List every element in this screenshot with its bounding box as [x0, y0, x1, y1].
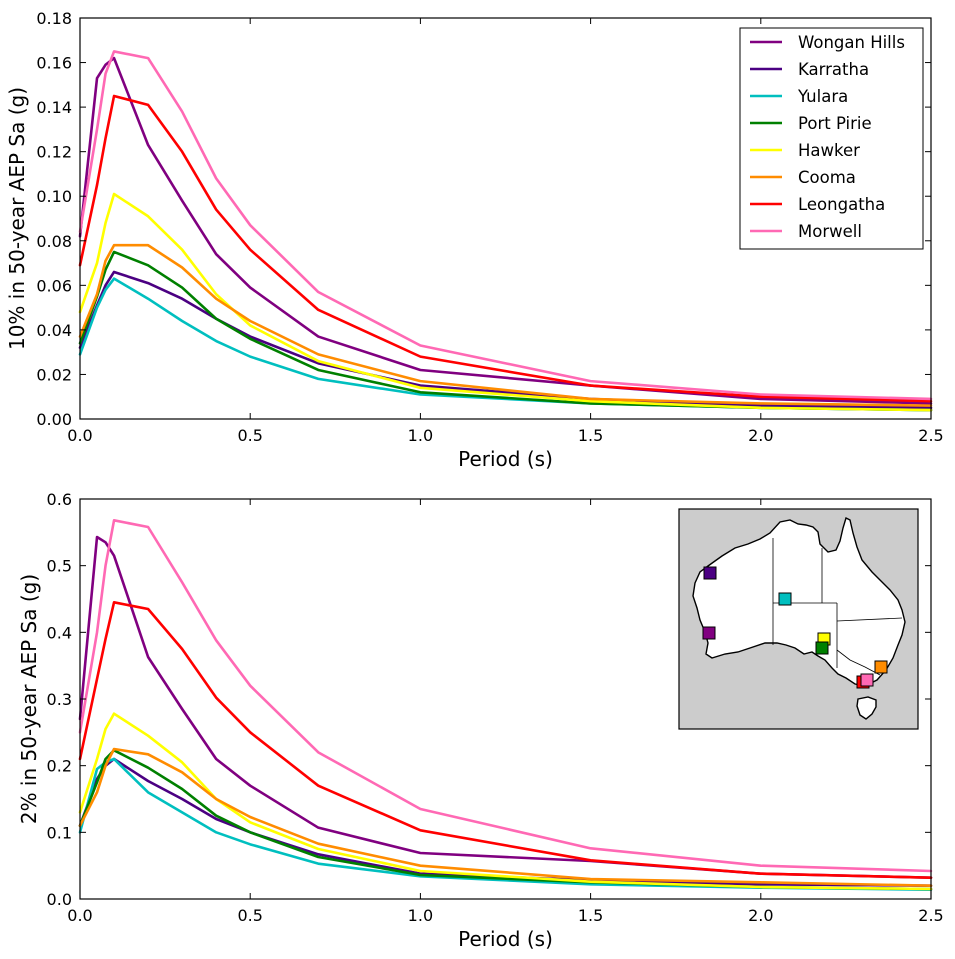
- x-tick-label: 2.0: [748, 906, 773, 925]
- legend-item-label: Leongatha: [798, 195, 885, 214]
- y-tick-label: 0.02: [36, 365, 72, 384]
- y-tick-label: 0.18: [36, 9, 72, 28]
- legend: Wongan Hills Karratha Yulara Port Pirie Hawk…: [739, 27, 924, 250]
- axis-ticks: 0.0 0.5 1.0 1.5 2.0 2.5 0.00 0.02 0.04 0.06 0.08 0.…: [36, 9, 943, 445]
- series-line-hawker: [78, 712, 933, 891]
- site-marker-yulara: [778, 592, 792, 606]
- legend-item-label: Karratha: [798, 60, 869, 79]
- y-tick-label: 0.0: [47, 890, 72, 909]
- site-marker-karratha: [703, 566, 717, 580]
- site-marker-wongan-hills: [702, 626, 716, 640]
- legend-box: [739, 27, 924, 250]
- legend-item-label: Hawker: [798, 141, 860, 160]
- y-tick-label: 0.3: [47, 690, 72, 709]
- legend-item-label: Yulara: [797, 87, 848, 106]
- tasmania: [856, 696, 877, 720]
- x-tick-label: 1.0: [408, 426, 433, 445]
- state-borders: [772, 538, 903, 676]
- legend-item-label: Cooma: [798, 168, 856, 187]
- x-tick-label: 2.5: [918, 426, 943, 445]
- x-tick-label: 0.0: [67, 426, 92, 445]
- site-marker-morwell: [860, 673, 874, 687]
- y-tick-label: 0.04: [36, 321, 72, 340]
- series-line-leongatha: [78, 94, 933, 403]
- x-tick-label: 2.0: [748, 426, 773, 445]
- series-line-morwell: [78, 519, 933, 873]
- y-tick-label: 0.1: [47, 823, 72, 842]
- y-tick-label: 0.4: [47, 623, 72, 642]
- x-tick-label: 1.0: [408, 906, 433, 925]
- y-tick-label: 0.08: [36, 232, 72, 251]
- y-axis-label: 2% in 50-year AEP Sa (g): [17, 574, 41, 824]
- site-markers: [702, 566, 888, 689]
- series-line-morwell: [78, 50, 933, 401]
- y-tick-label: 0.6: [47, 490, 72, 509]
- plot-area: [78, 519, 933, 891]
- y-axis-label: 10% in 50-year AEP Sa (g): [5, 87, 29, 350]
- x-axis-label: Period (s): [458, 447, 553, 471]
- legend-item-label: Wongan Hills: [798, 33, 905, 52]
- y-tick-label: 0.06: [36, 276, 72, 295]
- legend-item-label: Morwell: [798, 222, 862, 241]
- y-tick-label: 0.14: [36, 98, 72, 117]
- x-tick-label: 1.5: [578, 906, 603, 925]
- x-tick-label: 0.5: [237, 906, 262, 925]
- site-marker-port-pirie: [815, 641, 829, 655]
- y-tick-label: 0.5: [47, 557, 72, 576]
- y-tick-label: 0.16: [36, 54, 72, 73]
- series-line-cooma: [78, 243, 933, 407]
- series-line-cooma: [78, 747, 933, 887]
- chart-2pct-aep: 0.0 0.5 1.0 1.5 2.0 2.50.00.10.20.30.40.50.6 …: [17, 490, 944, 951]
- plot-area: [78, 50, 933, 412]
- series-line-yulara: [78, 757, 933, 891]
- x-tick-label: 2.5: [918, 906, 943, 925]
- border-nsw-vic: [836, 649, 881, 676]
- y-tick-label: 0.2: [47, 757, 72, 776]
- legend-item-label: Port Pirie: [798, 114, 872, 133]
- x-tick-label: 0.5: [237, 426, 262, 445]
- axis-ticks: 0.0 0.5 1.0 1.5 2.0 2.5 0.0 0.1 0.2 0.3 0.4 0.5 0.6: [47, 490, 944, 925]
- plot-frame: [79, 17, 932, 420]
- x-axis-label: Period (s): [458, 927, 553, 951]
- y-tick-label: 0.00: [36, 410, 72, 429]
- y-tick-label: 0.12: [36, 143, 72, 162]
- series-line-leongatha: [78, 601, 933, 879]
- australia-mainland: [692, 517, 906, 687]
- site-marker-cooma: [874, 660, 888, 674]
- chart-10pct-aep: 0.0 0.5 1.0 1.5 2.0 2.5 0.00 0.02 0.04 0.06 0.08 0.…: [5, 9, 944, 471]
- series-line-hawker: [78, 192, 933, 412]
- y-tick-label: 0.10: [36, 187, 72, 206]
- series-line-port-pirie: [78, 250, 933, 412]
- border-qld-nsw: [836, 617, 903, 622]
- x-tick-label: 0.0: [67, 906, 92, 925]
- inset-map: [678, 508, 919, 730]
- x-tick-label: 1.5: [578, 426, 603, 445]
